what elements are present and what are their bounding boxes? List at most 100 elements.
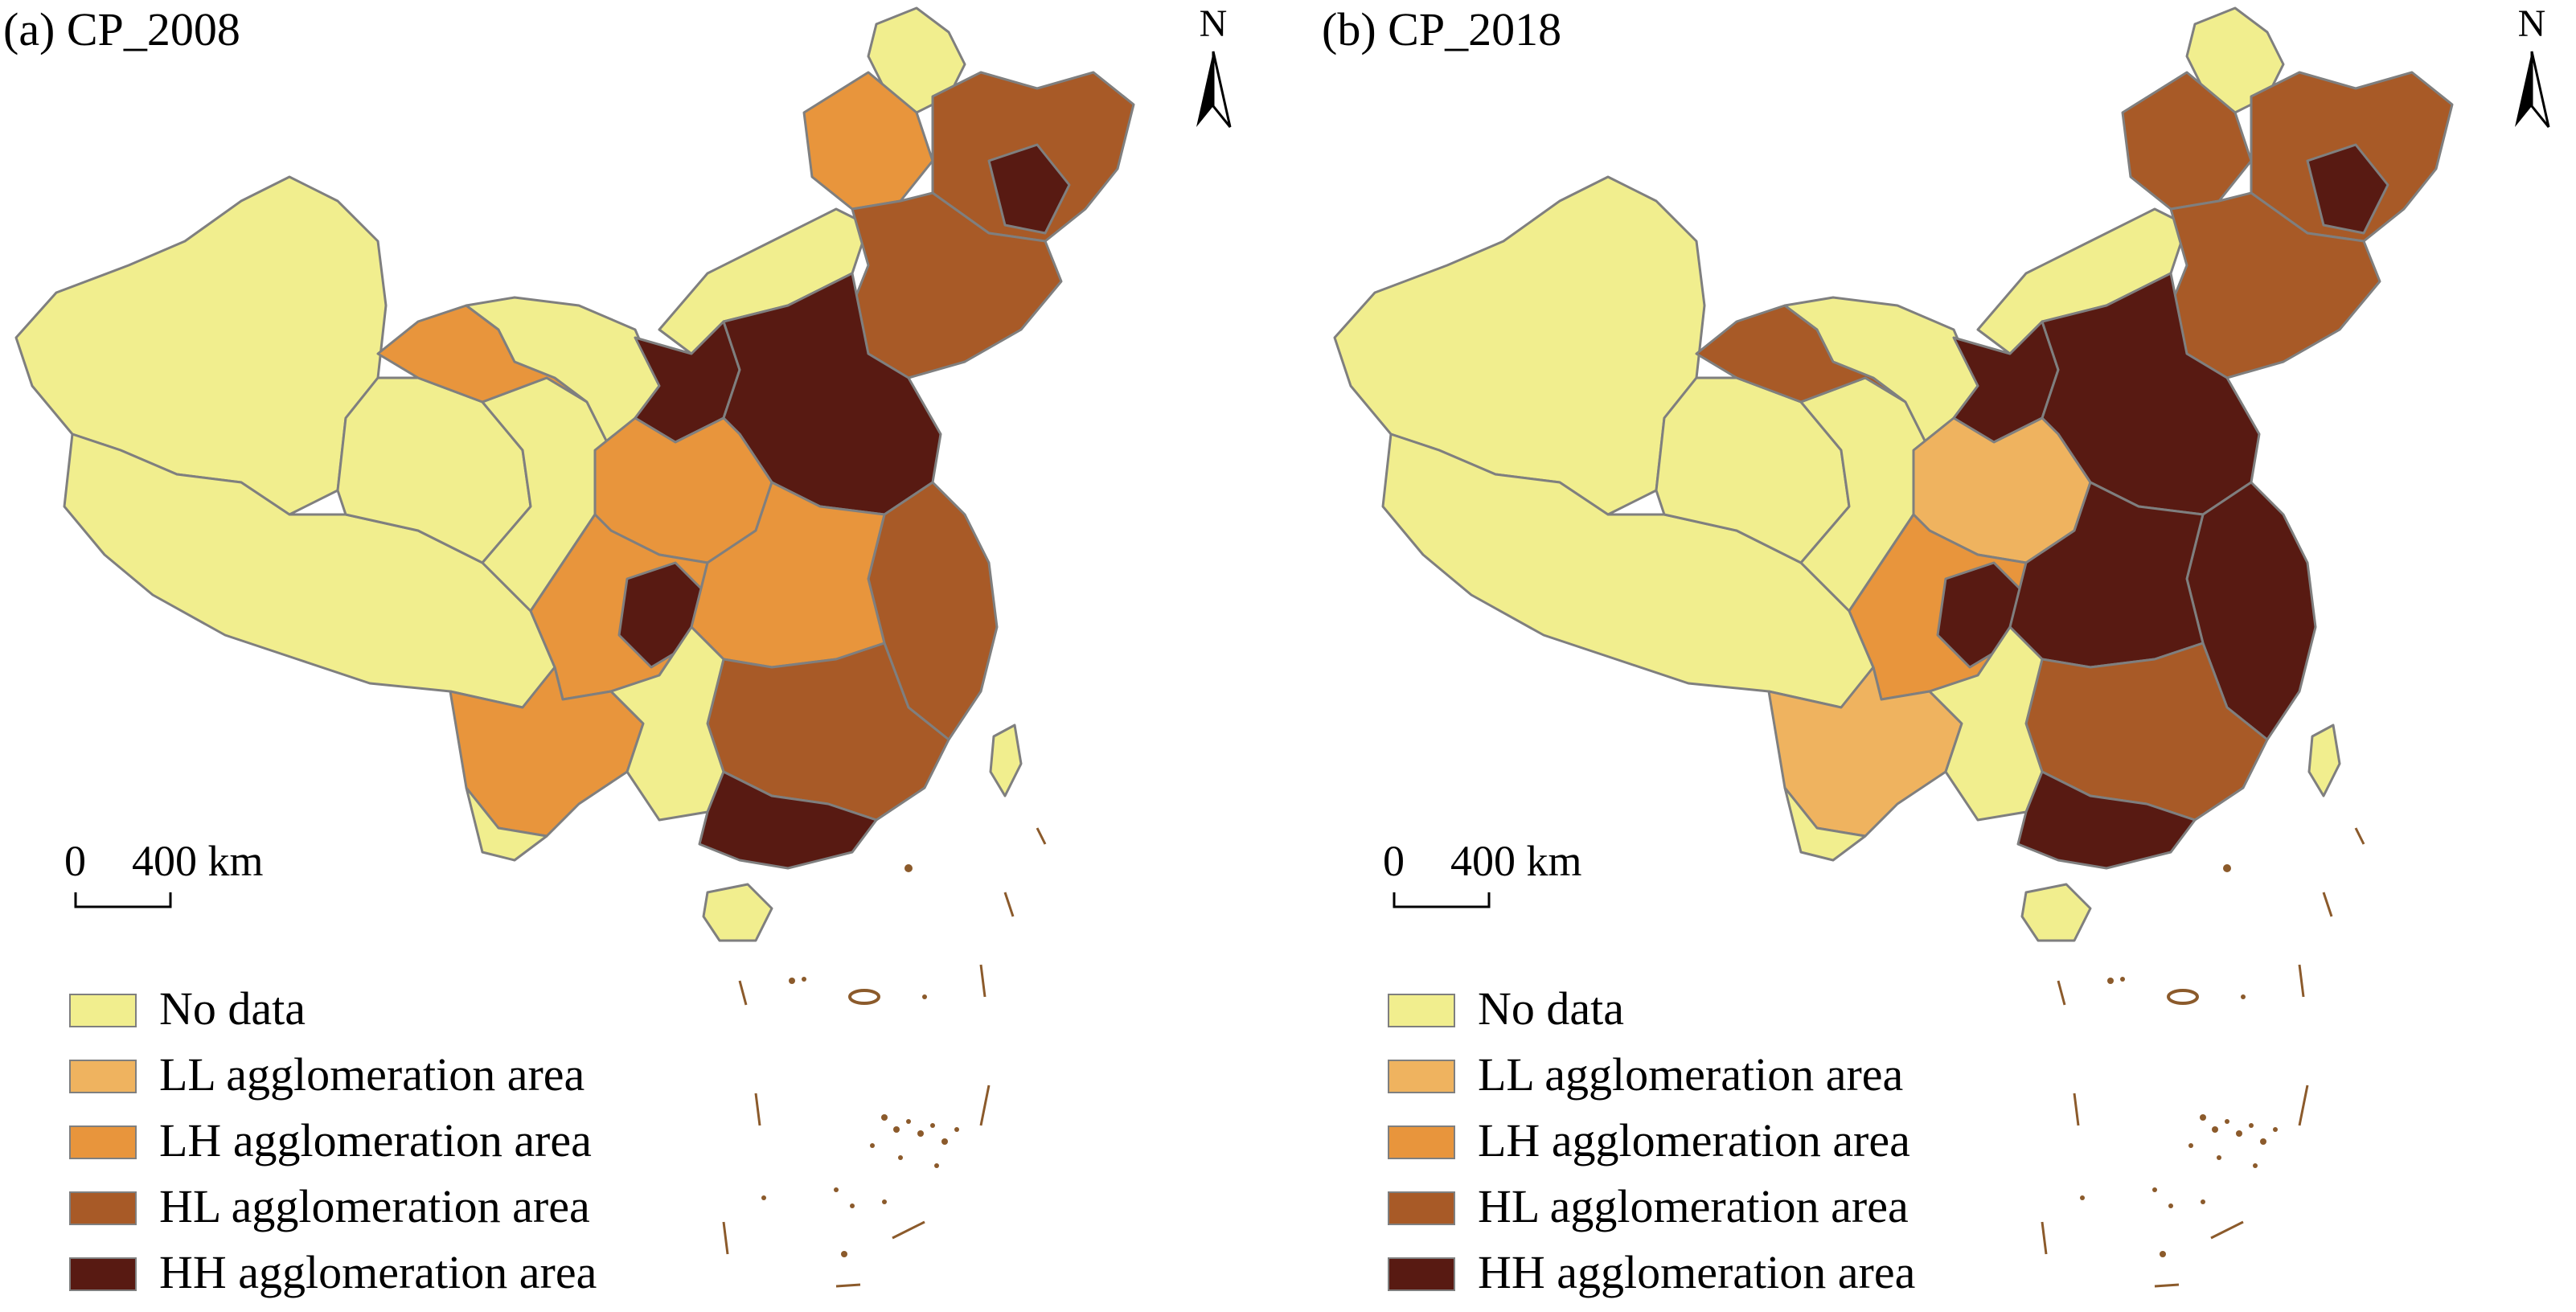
- maritime-boundary-dash: [2354, 827, 2365, 845]
- china-map-2008: [14, 6, 1135, 1288]
- maritime-boundary-dash: [2298, 1084, 2309, 1126]
- legend-swatch: [1388, 1060, 1455, 1093]
- maritime-boundary-dash: [979, 964, 987, 998]
- scale-zero-label: 0: [64, 837, 86, 885]
- island-mark: [954, 1127, 959, 1132]
- region-guangdong: [2016, 770, 2197, 870]
- legend-swatch: [69, 1257, 137, 1291]
- island-mark: [2201, 1199, 2205, 1204]
- legend-label: HH agglomeration area: [159, 1246, 597, 1298]
- island-mark: [898, 1155, 903, 1160]
- legend-label: LH agglomeration area: [159, 1114, 592, 1166]
- legend-swatch: [69, 1191, 137, 1225]
- island-mark: [2188, 1143, 2193, 1148]
- island-mark: [2080, 1195, 2085, 1200]
- scale-distance-label: 400 km: [1450, 837, 1582, 885]
- island-mark: [2212, 1126, 2218, 1133]
- region-taiwan: [2307, 724, 2341, 797]
- maritime-boundary-dash: [2073, 1093, 2080, 1126]
- region-hainan: [2020, 883, 2092, 942]
- island-mark: [802, 977, 806, 982]
- island-mark: [882, 1199, 887, 1204]
- region-taiwan: [989, 724, 1023, 797]
- legend-label: No data: [1478, 982, 1624, 1035]
- north-label: N: [2517, 2, 2546, 45]
- island-mark: [2273, 1127, 2278, 1132]
- maritime-boundary-dash: [2298, 964, 2305, 998]
- maritime-boundary-dash: [2041, 1221, 2048, 1255]
- legend-label: LL agglomeration area: [159, 1048, 585, 1101]
- island-mark: [2225, 1119, 2229, 1124]
- island-mark: [870, 1143, 875, 1148]
- legend-label: LL agglomeration area: [1478, 1048, 1904, 1101]
- panel-title: (a) CP_2008: [3, 3, 240, 55]
- island-mark: [850, 1203, 855, 1208]
- region-yunnan-south: [1783, 786, 1867, 862]
- island-mark: [848, 989, 880, 1005]
- north-arrow-icon: N: [2504, 5, 2560, 133]
- region-heilongjiang-west: [2121, 71, 2253, 211]
- island-mark: [2120, 977, 2125, 982]
- island-mark: [2241, 994, 2246, 999]
- island-mark: [2160, 1251, 2166, 1257]
- map-panel-2018: (b) CP_2018 N 0 400 km No data LL agglom…: [1319, 0, 2576, 1312]
- region-hainan: [702, 883, 773, 942]
- region-heilongjiang-west: [802, 71, 934, 211]
- legend-label: No data: [159, 982, 306, 1035]
- island-mark: [934, 1163, 939, 1168]
- region-guangdong: [698, 770, 878, 870]
- island-mark: [906, 1119, 911, 1124]
- legend-swatch: [1388, 1125, 1455, 1159]
- maritime-boundary-dash: [738, 980, 748, 1006]
- legend-swatch: [1388, 1191, 1455, 1225]
- island-mark: [761, 1195, 766, 1200]
- island-mark: [2152, 1187, 2157, 1192]
- legend-label: HL agglomeration area: [1478, 1180, 1909, 1232]
- island-mark: [2200, 1114, 2206, 1121]
- island-mark: [834, 1187, 839, 1192]
- region-yunnan-south: [465, 786, 548, 862]
- island-mark: [2260, 1138, 2266, 1145]
- region-heilongjiang-core: [2306, 143, 2389, 235]
- island-mark: [904, 864, 913, 872]
- scale-bar: 0 400 km: [1383, 839, 1624, 928]
- map-panel-2008: (a) CP_2008 N 0 400 km No data LL agglom…: [3, 3, 1241, 1298]
- maritime-boundary-dash: [1036, 827, 1047, 845]
- island-mark: [2236, 1130, 2242, 1137]
- north-arrow-icon: N: [1185, 5, 1241, 133]
- island-mark: [2217, 1155, 2221, 1160]
- legend-swatch: [69, 994, 137, 1027]
- legend-swatch: [1388, 1257, 1455, 1291]
- island-mark: [841, 1251, 847, 1257]
- scale-bar: 0 400 km: [64, 839, 306, 928]
- legend-label: HH agglomeration area: [1478, 1246, 1916, 1298]
- island-mark: [930, 1123, 935, 1128]
- island-mark: [893, 1126, 900, 1133]
- maritime-boundary-dash: [722, 1221, 729, 1255]
- island-mark: [2253, 1163, 2258, 1168]
- scale-zero-label: 0: [1383, 837, 1405, 885]
- island-mark: [2168, 1203, 2173, 1208]
- island-mark: [941, 1138, 948, 1145]
- island-mark: [2107, 978, 2114, 984]
- island-mark: [2223, 864, 2231, 872]
- legend-swatch: [1388, 994, 1455, 1027]
- maritime-boundary-dash: [2322, 892, 2333, 917]
- panel-title: (b) CP_2018: [1322, 3, 1562, 55]
- maritime-boundary-dash: [2154, 1283, 2180, 1288]
- island-mark: [922, 994, 927, 999]
- maritime-boundary-dash: [754, 1093, 761, 1126]
- island-mark: [2167, 989, 2199, 1005]
- island-mark: [789, 978, 795, 984]
- region-heilongjiang-core: [987, 143, 1071, 235]
- maritime-boundary-dash: [835, 1283, 861, 1288]
- island-mark: [881, 1114, 888, 1121]
- legend-label: HL agglomeration area: [159, 1180, 590, 1232]
- maritime-boundary-dash: [2210, 1220, 2244, 1240]
- island-mark: [2249, 1123, 2254, 1128]
- maritime-boundary-dash: [1003, 892, 1015, 917]
- island-mark: [917, 1130, 924, 1137]
- maritime-boundary-dash: [2057, 980, 2066, 1006]
- legend-label: LH agglomeration area: [1478, 1114, 1910, 1166]
- maritime-boundary-dash: [979, 1084, 991, 1126]
